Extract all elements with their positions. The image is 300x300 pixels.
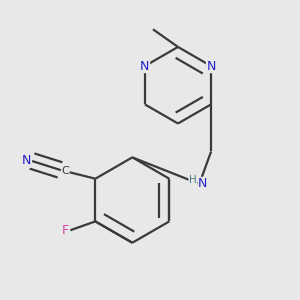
Text: F: F bbox=[61, 224, 69, 237]
Text: N: N bbox=[206, 60, 216, 73]
Text: N: N bbox=[22, 154, 32, 167]
Text: H: H bbox=[189, 175, 197, 185]
Text: C: C bbox=[61, 166, 69, 176]
Text: N: N bbox=[140, 60, 149, 73]
Text: N: N bbox=[198, 177, 208, 190]
